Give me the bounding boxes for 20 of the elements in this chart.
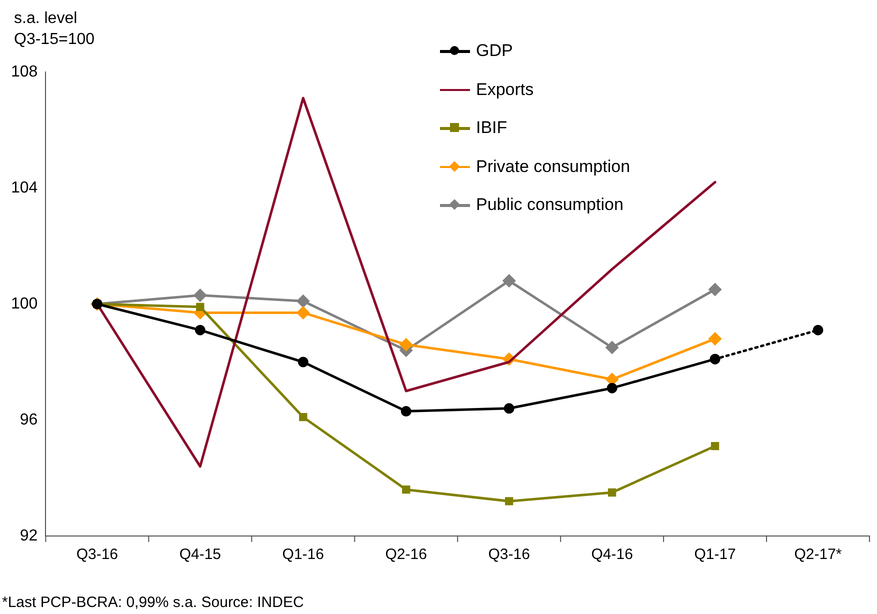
legend-label: Exports [476,80,534,100]
legend-label: Public consumption [476,195,624,216]
legend-label: Private consumption [476,156,630,177]
x-tick-label: Q1-17 [694,546,736,564]
x-tick-label: Q2-17* [794,546,842,564]
legend-label: IBIF [476,118,508,138]
x-tick-label: Q4-15 [179,546,222,564]
x-tick-label: Q1-16 [282,546,324,564]
x-tick-label: Q4-16 [591,546,633,564]
y-tick-label: 108 [10,63,38,80]
y-axis-title: s.a. level Q3-15=100 [14,9,95,50]
y-tick-label: 100 [10,295,38,312]
x-tick-label: Q2-16 [385,546,427,564]
y-tick-label: 96 [20,411,38,428]
y-tick-label: 92 [20,527,38,544]
y-tick-label: 104 [10,179,38,196]
legend-label: GDP [476,41,513,62]
x-tick-label: Q3-16 [488,546,530,564]
text: *Last PCP-BCRA: 0,99% s.a. Source: INDEC [2,594,304,611]
x-tick-label: Q3-16 [76,546,118,564]
